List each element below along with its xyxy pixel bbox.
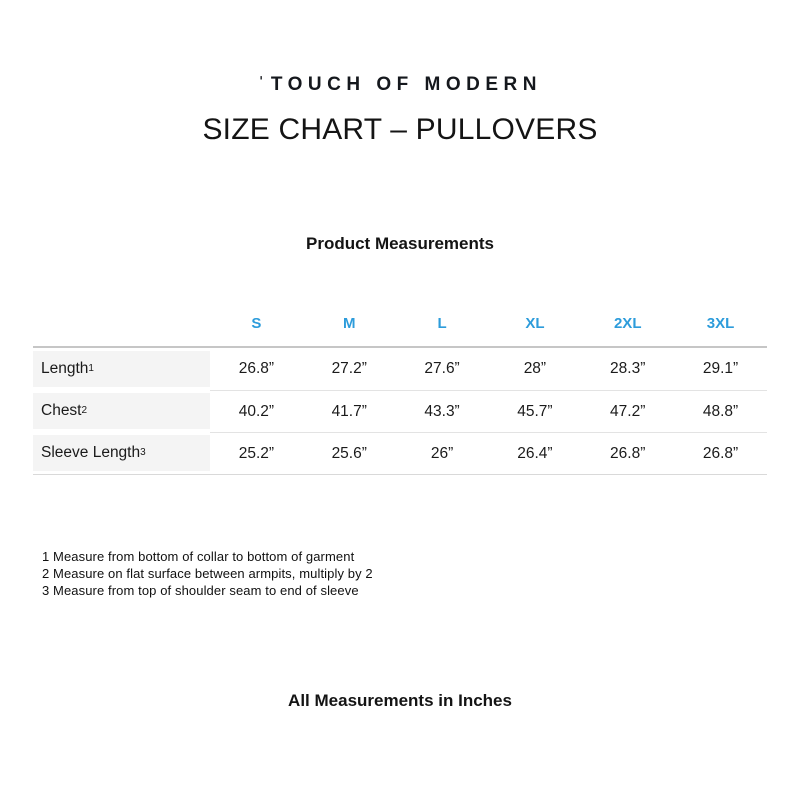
row-label-text: Sleeve Length [41, 444, 141, 461]
row-label-sleeve-length: Sleeve Length 3 [33, 435, 210, 471]
measurement-cell: 29.1” [702, 360, 739, 377]
measurement-cell: 25.2” [238, 444, 275, 462]
measurement-cell: 48.8” [702, 402, 739, 420]
measurement-footnotes: 1 Measure from bottom of collar to botto… [42, 548, 373, 599]
page-title: SIZE CHART – PULLOVERS [202, 113, 598, 146]
measurement-cell: 26” [430, 444, 454, 462]
measurement-cell: 43.3” [424, 402, 460, 420]
size-header-m: M [342, 314, 356, 332]
logo-tick-mark: ˈ [258, 74, 270, 95]
size-header-l: L [437, 314, 447, 332]
measurement-cell: 26.4” [517, 444, 553, 462]
measurement-cell: 47.2” [610, 402, 646, 420]
row-label-chest: Chest 2 [33, 393, 210, 429]
table-row-length: Length 1 26.8” 27.2” 27.6” 28” 28.3” 29.1… [33, 348, 767, 390]
table-row-chest: Chest 2 40.2” 41.7” 43.3” 45.7” 47.2” 48.… [33, 390, 767, 432]
measurement-cell: 26.8” [238, 360, 275, 377]
size-header-row: S M L XL 2XL 3XL [33, 300, 767, 346]
row-label-length: Length 1 [33, 351, 210, 387]
size-chart-table: S M L XL 2XL 3XL Length 1 26.8” 27.2” 27.… [33, 300, 767, 475]
size-header-3xl: 3XL [706, 314, 735, 332]
row-data: 26.8” 27.2” 27.6” 28” 28.3” 29.1” [210, 348, 767, 390]
measurement-cell: 27.6” [424, 360, 460, 377]
measurement-cell: 41.7” [331, 402, 367, 420]
table-row-sleeve-length: Sleeve Length 3 25.2” 25.6” 26” 26.4” 26.… [33, 432, 767, 474]
measurement-cell: 25.6” [331, 444, 367, 462]
measurement-cell: 28” [523, 360, 547, 377]
table-body: Length 1 26.8” 27.2” 27.6” 28” 28.3” 29.1… [33, 346, 767, 475]
row-data: 40.2” 41.7” 43.3” 45.7” 47.2” 48.8” [210, 390, 767, 432]
row-data: 25.2” 25.6” 26” 26.4” 26.8” 26.8” [210, 432, 767, 474]
measurement-cell: 26.8” [610, 444, 646, 462]
footnote-line-1: 1 Measure from bottom of collar to botto… [42, 549, 355, 564]
table-subtitle: Product Measurements [306, 234, 494, 253]
footnote-line-3: 3 Measure from top of shoulder seam to e… [42, 583, 359, 598]
size-header-s: S [251, 314, 262, 332]
measurement-cell: 27.2” [331, 360, 367, 377]
row-label-text: Chest [41, 402, 82, 419]
measurement-cell: 28.3” [610, 360, 646, 377]
size-header-2xl: 2XL [613, 314, 642, 332]
footnote-line-2: 2 Measure on flat surface between armpit… [42, 566, 373, 581]
brand-logo: ˈTOUCH OF MODERN [0, 74, 800, 96]
brand-logo-text: TOUCH OF MODERN [270, 74, 542, 95]
measurement-cell: 26.8” [702, 444, 739, 462]
measurement-cell: 40.2” [238, 402, 275, 420]
measurement-cell: 45.7” [517, 402, 553, 420]
units-note: All Measurements in Inches [288, 691, 512, 710]
header-label-spacer [33, 300, 210, 346]
row-label-text: Length [41, 360, 89, 377]
size-header-xl: XL [525, 314, 545, 332]
